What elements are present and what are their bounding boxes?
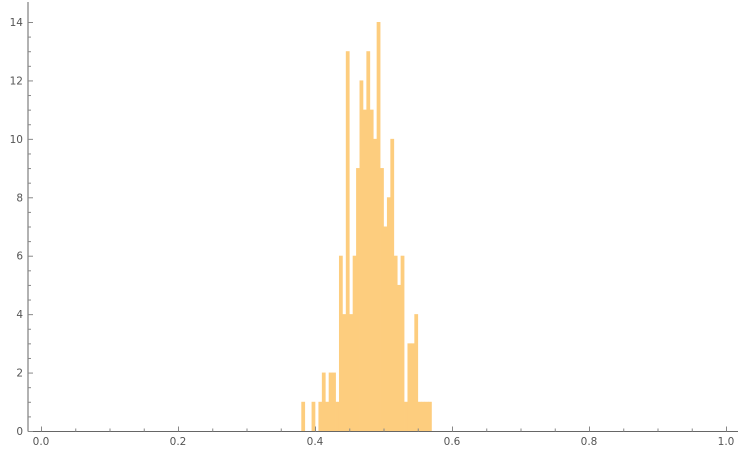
histogram-bar-19: [376, 22, 381, 431]
y-tick-label: 14: [10, 17, 24, 29]
x-axis-ticks: 0.0 0.2 0.4 0.6 0.8 1.0: [33, 426, 735, 448]
histogram-bar-30: [414, 314, 419, 431]
histogram-bar-6: [332, 372, 336, 431]
y-tick-label: 8: [16, 192, 23, 204]
histogram-bar-29: [410, 343, 415, 431]
y-tick-label: 0: [16, 426, 23, 438]
y-tick-label: 12: [10, 75, 23, 87]
y-tick-label: 4: [16, 309, 23, 321]
histogram-bar-23: [390, 138, 395, 432]
histogram-bar-13: [356, 168, 360, 431]
x-tick-label: 0.8: [581, 436, 598, 448]
histogram-bar-2: [318, 401, 323, 431]
histogram-bar-11: [349, 314, 354, 431]
x-tick-label: 0.6: [444, 436, 461, 448]
histogram-bar-33: [424, 401, 429, 431]
histogram-bar-16: [366, 51, 371, 432]
histogram-bar-28: [407, 343, 412, 431]
y-axis-ticks: 0 2 4 6 8 10 12 14: [10, 17, 33, 438]
y-tick-label: 6: [16, 251, 23, 263]
histogram-bar-31: [417, 401, 422, 431]
histogram-bar-5: [328, 372, 333, 431]
histogram-bar-34: [428, 401, 432, 431]
y-tick-label: 2: [16, 368, 23, 380]
histogram-bar-27: [404, 401, 408, 431]
x-tick-label: 0.4: [307, 436, 324, 448]
histogram-bar-4: [325, 401, 330, 431]
y-tick-label: 10: [10, 134, 23, 146]
histogram-bar-24: [393, 255, 398, 431]
x-tick-label: 0.0: [33, 436, 50, 448]
histogram-bar-20: [380, 168, 384, 431]
histogram-bar-3: [321, 372, 326, 431]
histogram-bar-1: [311, 401, 316, 431]
histogram-bar-15: [362, 109, 367, 431]
histogram-bar-7: [335, 401, 340, 431]
histogram-bar-12: [352, 255, 357, 431]
histogram-bar-18: [373, 138, 377, 432]
histogram-bar-25: [397, 284, 401, 431]
histogram-bar-10: [345, 51, 350, 432]
histogram-bar-32: [421, 401, 425, 431]
histogram-bar-9: [342, 314, 347, 431]
histogram-bar-17: [369, 109, 374, 431]
x-tick-label: 1.0: [718, 436, 735, 448]
histogram-bar-22: [386, 197, 391, 431]
histogram-bar-26: [400, 255, 405, 431]
histogram-bar-14: [359, 80, 364, 432]
histogram-bars: [301, 22, 432, 432]
x-tick-label: 0.2: [170, 436, 187, 448]
histogram-bar-0: [301, 401, 306, 431]
histogram-bar-21: [383, 226, 388, 431]
histogram-bar-8: [338, 255, 343, 431]
